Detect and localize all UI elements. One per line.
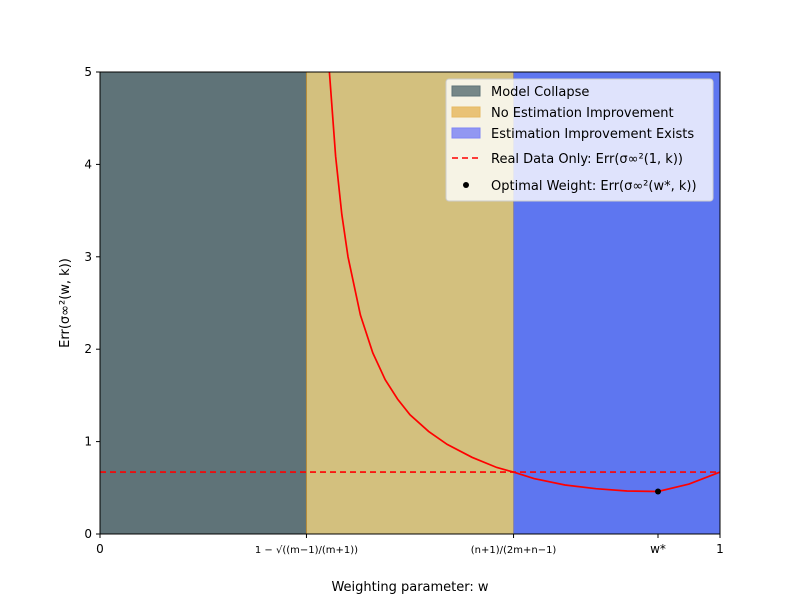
- legend-swatch-4: [463, 182, 469, 188]
- y-tick-label-4: 4: [84, 157, 92, 171]
- plot-frame: [99, 71, 721, 535]
- x-axis-ticks: 0 1 − √((m−1)/(m+1)) (n+1)/(2m+n−1) w* 1: [96, 534, 724, 556]
- legend-label-1: No Estimation Improvement: [491, 106, 674, 121]
- x-tick-label-4: 1: [716, 542, 724, 556]
- x-axis-label-text: Weighting parameter: w: [331, 580, 488, 595]
- x-tick-label-2: (n+1)/(2m+n−1): [471, 545, 557, 556]
- x-tick-label-3: w*: [650, 542, 666, 556]
- legend-label-4: Optimal Weight: Err(σ∞²(w*, k)): [491, 179, 697, 194]
- y-axis-ticks: 0 1 2 3 4 5: [84, 65, 100, 541]
- y-tick-label-0: 0: [84, 527, 92, 541]
- optimal-point: [655, 488, 661, 495]
- y-axis-label: Err(σ∞²(w, k)): [58, 258, 73, 348]
- legend-label-0: Model Collapse: [491, 85, 589, 100]
- error-curve: [328, 71, 721, 493]
- region-0: [100, 72, 307, 534]
- legend-swatch-0: [451, 85, 481, 97]
- legend-label-3: Real Data Only: Err(σ∞²(1, k)): [491, 152, 683, 167]
- optimal-point-group: [655, 488, 661, 495]
- y-tick-label-5: 5: [84, 65, 92, 79]
- legend: Model Collapse No Estimation Improvement E…: [445, 78, 714, 202]
- x-axis-label: Weighting parameter: w: [331, 580, 488, 595]
- error-curve-group: [328, 71, 721, 493]
- legend-swatch-1: [451, 106, 481, 118]
- y-tick-label-2: 2: [84, 342, 92, 356]
- legend-swatch-2: [451, 127, 481, 139]
- y-tick-label-3: 3: [84, 250, 92, 264]
- legend-box: [445, 78, 714, 202]
- y-tick-label-1: 1: [84, 435, 92, 449]
- x-tick-label-1: 1 − √((m−1)/(m+1)): [255, 545, 358, 556]
- legend-label-2: Estimation Improvement Exists: [491, 127, 694, 142]
- x-tick-label-0: 0: [96, 542, 104, 556]
